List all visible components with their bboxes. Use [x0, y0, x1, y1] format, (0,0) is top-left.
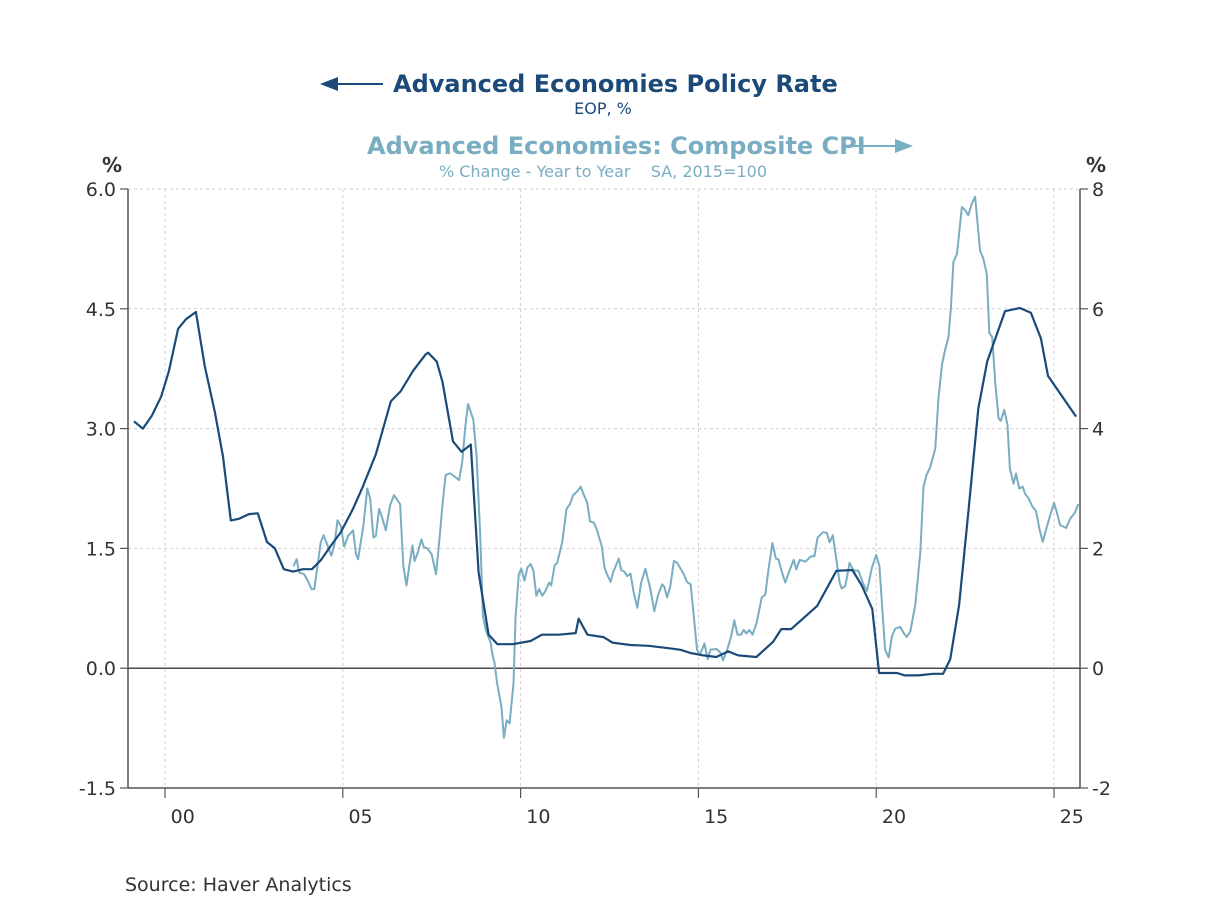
- series-line-composite-cpi: [292, 195, 1080, 739]
- left-tick-label: 4.5: [86, 299, 116, 321]
- left-tick-label: 0.0: [86, 658, 116, 680]
- right-tick-label: 0: [1092, 658, 1104, 680]
- source-note: Source: Haver Analytics: [125, 874, 352, 896]
- right-tick-label: 6: [1092, 299, 1104, 321]
- x-tick-label: 25: [1060, 806, 1084, 828]
- left-axis-unit: %: [102, 153, 122, 177]
- series-lines: [133, 195, 1080, 739]
- left-arrow-icon: [320, 77, 383, 91]
- right-axis-unit: %: [1086, 153, 1106, 177]
- left-tick-label: 3.0: [86, 419, 116, 441]
- right-tick-label: -2: [1092, 778, 1111, 800]
- x-tick-label: 20: [882, 806, 906, 828]
- gridlines: [128, 188, 1080, 789]
- left-tick-label: 6.0: [86, 179, 116, 201]
- left-tick-label: 1.5: [86, 538, 116, 560]
- x-tick-label: 10: [526, 806, 550, 828]
- x-tick-label: 15: [704, 806, 728, 828]
- x-tick-label: 00: [171, 806, 195, 828]
- title-composite-cpi: Advanced Economies: Composite CPI: [367, 132, 866, 160]
- title-policy-rate: Advanced Economies Policy Rate: [393, 70, 838, 98]
- right-arrow-icon: [850, 139, 913, 153]
- right-tick-label: 8: [1092, 179, 1104, 201]
- left-tick-label: -1.5: [79, 778, 116, 800]
- right-tick-label: 2: [1092, 538, 1104, 560]
- x-tick-label: 05: [348, 806, 372, 828]
- legend: Advanced Economies Policy Rate EOP, % Ad…: [320, 70, 913, 181]
- right-tick-label: 4: [1092, 419, 1104, 441]
- subtitle-composite-cpi: % Change - Year to Year SA, 2015=100: [439, 162, 767, 181]
- series-line-policy-rate: [133, 306, 1078, 677]
- subtitle-policy-rate: EOP, %: [574, 99, 632, 118]
